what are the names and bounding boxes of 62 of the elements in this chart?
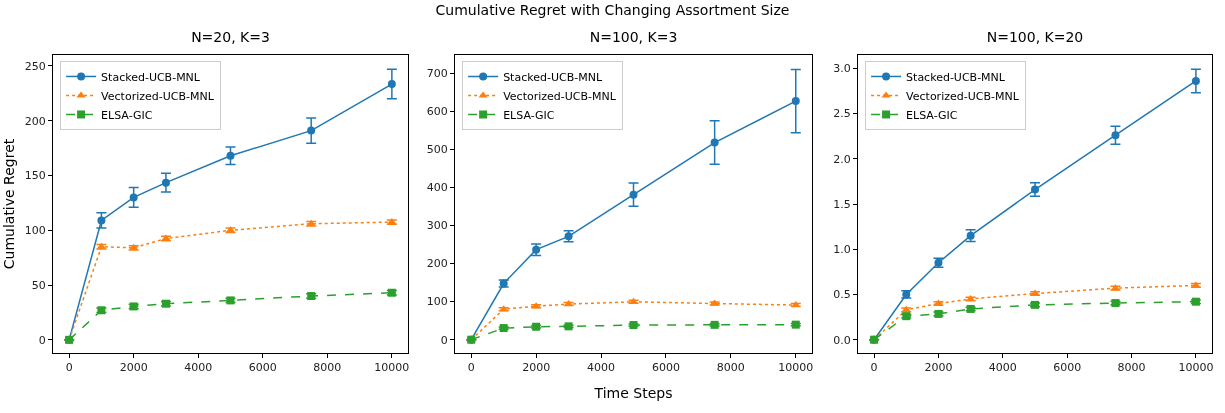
x-tick-label: 8000 [313,361,342,375]
x-tick-label: 10000 [374,361,410,375]
y-tick-label: 600 [426,105,448,119]
y-tick-label: 3.0 [833,62,851,76]
y-tick-label: 1.0 [833,243,851,257]
x-tick-label: 4000 [184,361,213,375]
x-tick-label: 0 [467,361,475,375]
point [129,193,138,202]
y-tick-label: 200 [24,114,46,128]
x-tick-label: 6000 [248,361,277,375]
x-tick-label: 10000 [1178,361,1214,375]
chart-title: N=100, K=20 [986,28,1084,45]
x-tick-label: 6000 [1053,361,1082,375]
y-tick-label: 0 [38,333,46,347]
y-tick-label: 1.5 [833,197,851,211]
y-tick-label: 200 [426,257,448,271]
text: Cumulative Regret with Changing Assortment Size [434,2,791,18]
x-axis-title: Time Steps [593,384,673,401]
legend-label: ELSA-GIC [906,108,958,122]
legend-label: Stacked-UCB-MNL [503,70,603,84]
x-tick-label: 4000 [988,361,1017,375]
point [387,80,396,89]
point [307,126,316,135]
y-tick-label: 500 [426,143,448,157]
y-tick-label: 0.5 [833,288,851,302]
chart-title: N=20, K=3 [191,28,270,45]
chart-title: N=100, K=3 [589,28,678,45]
point [791,97,800,106]
legend-label: Vectorized-UCB-MNL [101,89,215,103]
x-tick-label: 2000 [119,361,148,375]
x-tick-label: 2000 [924,361,953,375]
y-tick-label: 400 [426,181,448,195]
y-tick-label: 250 [24,59,46,73]
legend-label: Vectorized-UCB-MNL [503,89,617,103]
x-tick-label: 2000 [522,361,551,375]
x-tick-label: 6000 [651,361,680,375]
y-tick-label: 100 [24,224,46,238]
y-tick-label: 300 [426,219,448,233]
legend-label: Stacked-UCB-MNL [101,70,201,84]
y-tick-label: 0 [440,333,448,347]
y-tick-label: 150 [24,169,46,183]
point [161,178,170,187]
y-tick-label: 0.0 [833,333,851,347]
y-tick-label: 2.5 [833,107,851,121]
x-tick-label: 0 [65,361,73,375]
y-tick-label: 700 [426,67,448,81]
y-tick-label: 50 [31,278,46,292]
point [710,138,719,147]
y-tick-label: 2.0 [833,152,851,166]
point [629,190,638,199]
legend-label: Stacked-UCB-MNL [906,70,1006,84]
legend-label: ELSA-GIC [101,108,153,122]
y-axis-title: Cumulative Regret [1,138,18,270]
legend-label: ELSA-GIC [503,108,555,122]
x-tick-label: 10000 [778,361,814,375]
y-tick-label: 100 [426,295,448,309]
x-tick-label: 4000 [587,361,616,375]
point [226,151,235,160]
x-tick-label: 8000 [1117,361,1146,375]
x-tick-label: 8000 [716,361,745,375]
x-tick-label: 0 [870,361,878,375]
legend-label: Vectorized-UCB-MNL [906,89,1020,103]
